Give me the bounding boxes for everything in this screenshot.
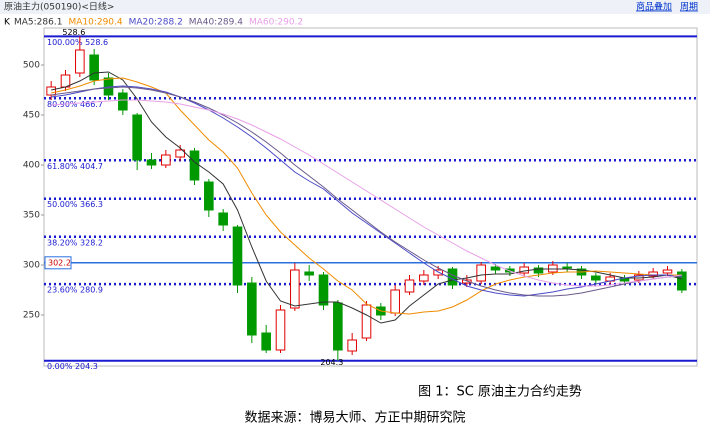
candle-body (75, 49, 85, 74)
fib-label: 38.20% 328.2 (47, 238, 103, 247)
price-box (44, 256, 72, 270)
candle-body (132, 114, 142, 161)
y-tick-label: 450 (23, 111, 40, 121)
candle-body (261, 332, 271, 351)
ma-line (51, 77, 682, 315)
legend-entry: MA60:290.2 (249, 18, 303, 28)
candle-body (419, 274, 429, 282)
fib-label: 50.00% 366.3 (47, 200, 103, 209)
link[interactable]: 周期 (680, 2, 698, 13)
candle-body (390, 289, 400, 314)
candle-body (204, 181, 214, 211)
link[interactable]: 商品叠加 (636, 1, 672, 13)
y-tick-label: 350 (23, 211, 40, 221)
y-tick-label: 250 (23, 311, 40, 321)
ma-line (51, 99, 682, 287)
ma-line (51, 71, 682, 324)
legend-entry: MA10:290.4 (68, 18, 122, 28)
caption-title: 图 1：SC 原油主力合约走势 (418, 384, 582, 400)
ma-line (51, 86, 682, 297)
legend-entry: MA20:288.2 (129, 18, 183, 28)
header-title: 原油主力(050190)<日线> (4, 1, 114, 13)
candle-body (333, 302, 343, 351)
y-tick-label: 500 (23, 61, 40, 71)
candle-body (89, 54, 99, 81)
candle-body (232, 226, 243, 286)
candle-body (118, 92, 128, 111)
candle-body (347, 339, 357, 352)
extreme-label: 528.6 (62, 28, 85, 37)
candle-body (361, 304, 372, 339)
price-label: 302.2 (48, 258, 71, 267)
candle-body (275, 309, 286, 351)
candle-body (46, 86, 56, 96)
header-bar (0, 0, 710, 14)
legend-prefix: K (4, 18, 11, 28)
legend-entry: MA40:289.4 (189, 18, 243, 28)
candle-body (189, 150, 200, 181)
candle-body (218, 212, 228, 226)
candle-body (318, 274, 329, 306)
candle-body (290, 269, 300, 309)
candle-body (304, 271, 314, 276)
fib-label: 0.00% 204.3 (47, 362, 98, 371)
fib-label: 23.60% 280.9 (47, 286, 103, 295)
fib-label: 80.90% 466.7 (47, 100, 103, 109)
candle-body (677, 271, 687, 291)
candle-body (146, 159, 157, 166)
candle-body (476, 264, 486, 282)
ma-line (51, 85, 682, 297)
candle-body (533, 267, 544, 274)
extreme-label: 204.3 (320, 358, 343, 367)
fib-label: 100.00% 528.6 (47, 38, 108, 47)
legend-entry: MA5:286.1 (14, 18, 62, 28)
caption-source: 数据来源：博易大师、方正中期研究院 (244, 410, 465, 426)
fib-label: 61.80% 404.7 (47, 162, 103, 171)
candle-body (175, 149, 185, 158)
candle-body (662, 269, 673, 274)
candle-body (247, 282, 257, 336)
candle-body (490, 266, 501, 271)
candle-body (404, 279, 415, 293)
y-tick-label: 300 (23, 261, 40, 271)
candle-body (648, 271, 658, 277)
candle-body (161, 154, 171, 166)
candle-body (562, 266, 572, 269)
y-tick-label: 400 (23, 161, 40, 171)
candle-body (591, 275, 601, 281)
